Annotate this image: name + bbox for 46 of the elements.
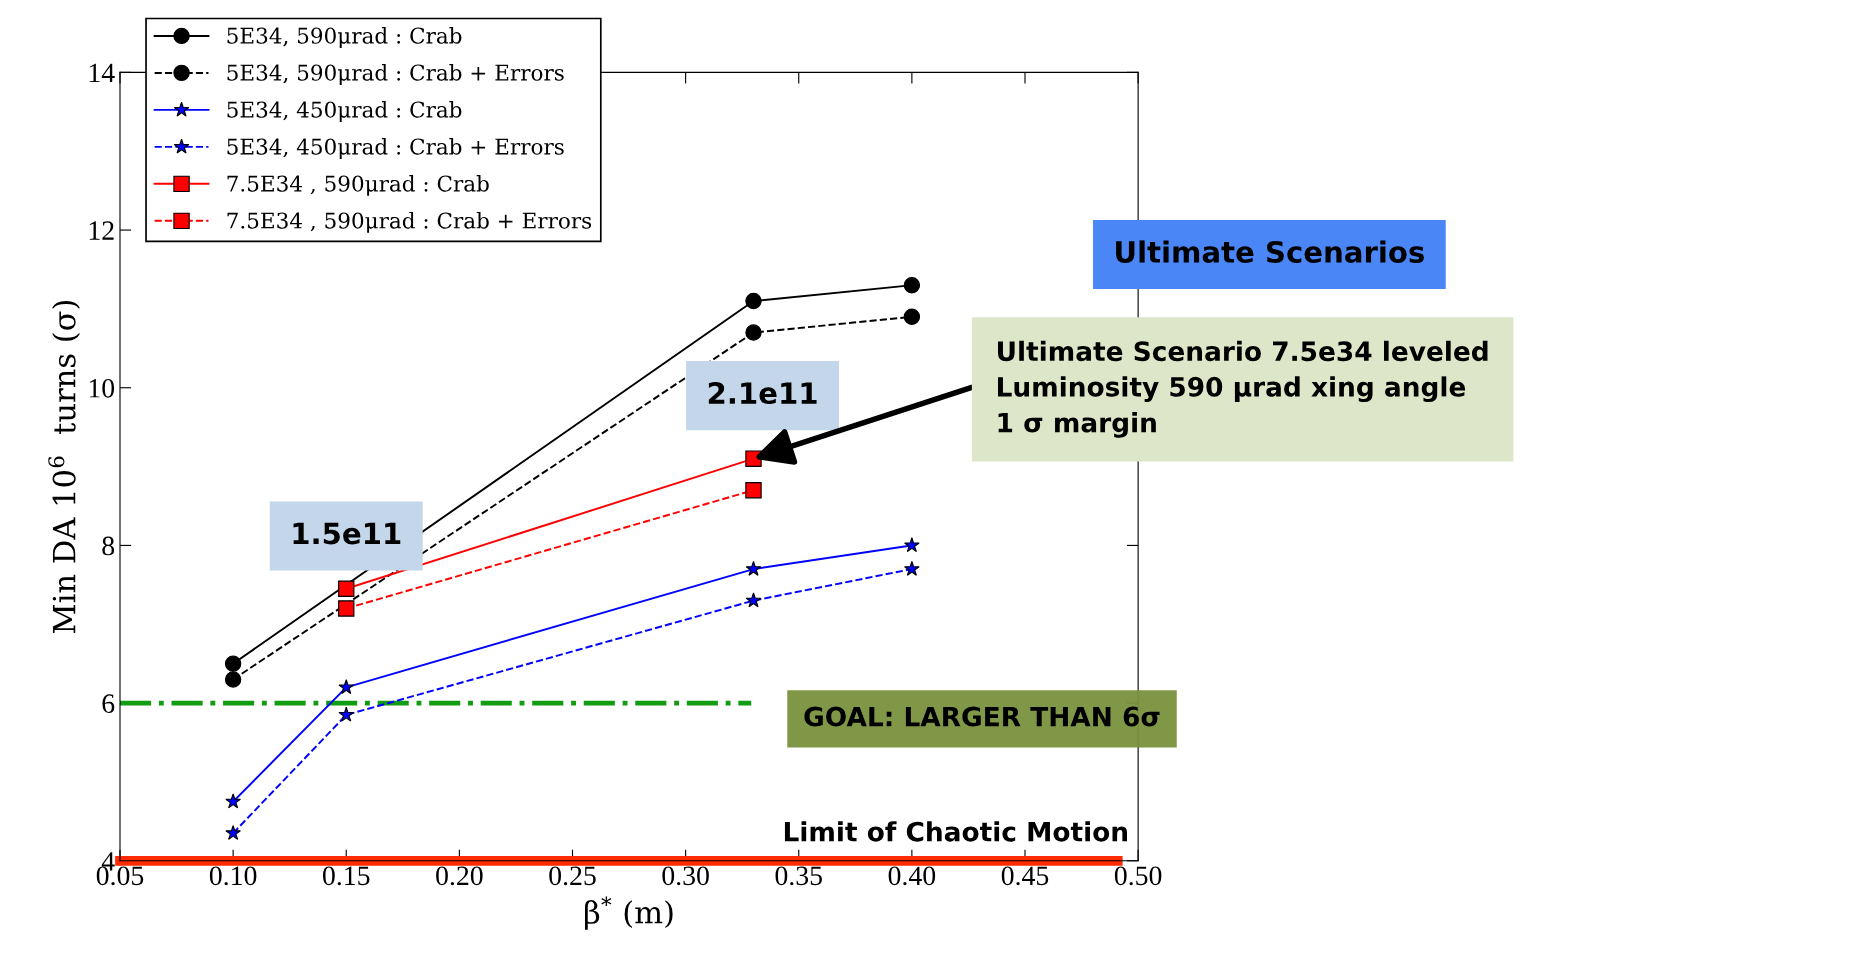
- x-tick-label: 0.35: [775, 866, 822, 886]
- legend-label: 5E34, 450μrad : Crab: [227, 101, 462, 122]
- legend-label: 7.5E34 , 590μrad : Crab: [227, 175, 489, 196]
- x-tick-label: 0.50: [1114, 866, 1162, 886]
- point: [745, 292, 762, 310]
- y-tick-label: 6: [102, 694, 115, 714]
- point: [338, 600, 355, 617]
- point: [745, 592, 762, 608]
- ref-line-label: GOAL: LARGER THAN 6σ: [804, 706, 1160, 727]
- x-tick-label: 0.45: [1001, 866, 1049, 886]
- x-tick-label: 0.10: [209, 866, 257, 886]
- ref-line-label: Limit of Chaotic Motion: [784, 821, 1128, 842]
- legend-label: 5E34, 450μrad : Crab + Errors: [227, 138, 564, 159]
- y-tick-label: 12: [89, 221, 114, 240]
- x-tick-label: 0.20: [436, 866, 483, 886]
- y-axis-title: Min DA 10$^{6}$ turns (σ): [48, 301, 80, 634]
- annotation: Ultimate Scenario 7.5e34 leveled Luminosity 590 μrad xing angle 1 σ margin: [998, 340, 1488, 438]
- annotation: 1.5e11: [293, 522, 401, 545]
- y-tick-label: 8: [102, 536, 115, 556]
- point: [225, 824, 241, 840]
- annotation: Ultimate Scenarios: [1116, 240, 1424, 263]
- point: [224, 655, 242, 672]
- point: [745, 450, 762, 467]
- point: [904, 560, 920, 576]
- legend-label: 5E34, 590μrad : Crab: [227, 27, 462, 48]
- point: [338, 679, 355, 695]
- point: [338, 706, 355, 722]
- x-tick-label: 0.30: [662, 866, 709, 886]
- legend-label: 5E34, 590μrad : Crab + Errors: [227, 64, 564, 85]
- annotation: 2.1e11: [708, 382, 817, 405]
- y-tick-label: 10: [89, 378, 115, 398]
- point: [224, 671, 242, 688]
- point: [903, 277, 921, 294]
- point: [904, 537, 920, 553]
- x-tick-label: 0.15: [323, 866, 370, 886]
- y-tick-label: 14: [89, 63, 115, 83]
- point: [745, 482, 762, 499]
- point: [338, 580, 355, 597]
- point: [745, 560, 762, 576]
- point: [225, 793, 241, 809]
- x-axis-title: β$^{*}$ (m): [585, 896, 673, 930]
- point: [903, 308, 921, 325]
- x-tick-label: 0.25: [549, 866, 596, 886]
- x-tick-label: 0.40: [888, 866, 936, 886]
- legend-label: 7.5E34 , 590μrad : Crab + Errors: [227, 212, 592, 233]
- point: [745, 324, 762, 341]
